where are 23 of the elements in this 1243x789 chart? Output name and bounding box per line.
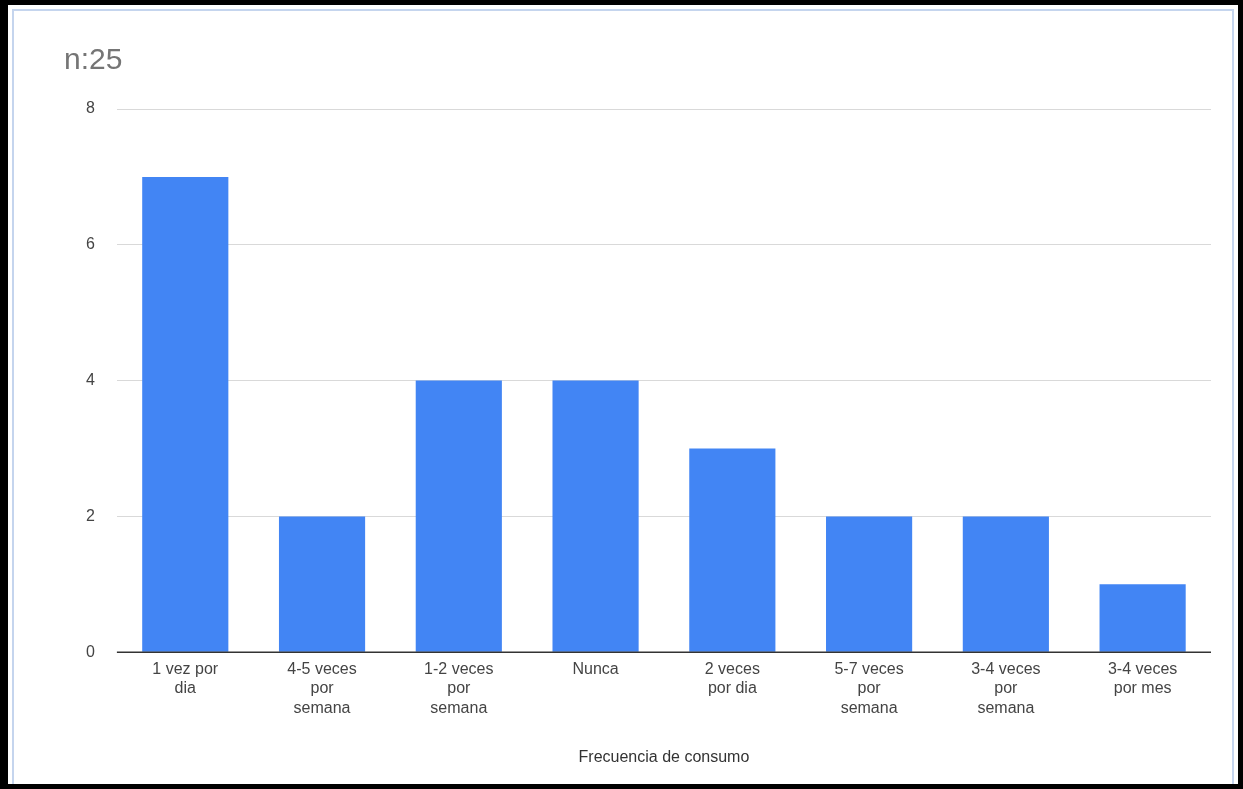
bar: [142, 176, 229, 652]
bar: [826, 516, 913, 652]
bar: [689, 448, 776, 652]
x-tick-label: Nunca: [572, 660, 619, 678]
x-tick-label: 3-4 veces por semana: [971, 660, 1041, 716]
x-tick-label: 5-7 veces por semana: [834, 660, 904, 716]
bar: [962, 516, 1049, 652]
y-tick-label: 0: [85, 642, 95, 660]
x-tick-label: 3-4 veces por mes: [1107, 660, 1178, 697]
x-tick-label: 1-2 veces por semana: [424, 660, 494, 716]
x-tick-label: 2 veces por dia: [704, 660, 760, 697]
x-tick-label: 4-5 veces por semana: [287, 660, 357, 716]
y-tick-label: 4: [85, 371, 95, 389]
y-tick-label: 8: [85, 99, 95, 117]
bar: [415, 380, 502, 652]
chart-title: n:25: [64, 42, 123, 76]
y-tick-label: 2: [85, 506, 95, 524]
bar: [1099, 584, 1186, 652]
x-axis-title: Frecuencia de consumo: [578, 747, 750, 765]
bar: [552, 380, 639, 652]
y-tick-label: 6: [85, 235, 95, 253]
x-tick-label: 1 vez por dia: [152, 660, 219, 697]
bar: [278, 516, 366, 652]
